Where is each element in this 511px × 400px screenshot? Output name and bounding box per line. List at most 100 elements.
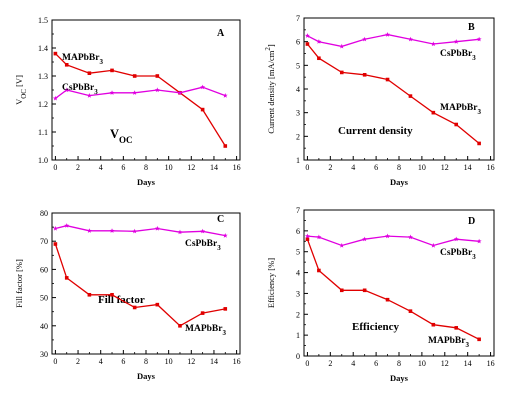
data-point	[385, 233, 390, 239]
series-line	[54, 53, 226, 147]
panel-title: VOC	[110, 127, 133, 145]
data-point	[476, 36, 482, 42]
x-tick-label: 16	[487, 359, 495, 368]
x-tick-label: 4	[351, 163, 355, 172]
y-tick-label: 1.5	[38, 16, 48, 25]
data-point	[109, 90, 115, 95]
series-cspbbr3: CsPbBr3	[52, 83, 228, 101]
data-point	[339, 43, 345, 49]
data-point	[64, 276, 69, 280]
data-point	[132, 228, 138, 234]
data-point	[316, 234, 322, 240]
panel-title: Current density	[338, 125, 413, 137]
plot-frame	[303, 17, 495, 161]
x-tick-label: 2	[76, 163, 80, 172]
data-point	[362, 36, 368, 42]
x-tick-label: 12	[441, 359, 449, 368]
data-point	[305, 233, 310, 239]
panel-letter: D	[468, 216, 475, 227]
x-axis-label: Days	[390, 177, 409, 187]
x-tick-label: 10	[418, 359, 426, 368]
data-point	[476, 238, 482, 244]
x-tick-label: 14	[210, 357, 218, 366]
series-label: MAPbBr3	[185, 324, 226, 337]
x-tick-label: 6	[374, 163, 378, 172]
data-point	[132, 90, 138, 95]
y-tick-label: 3	[296, 109, 300, 118]
data-point	[87, 292, 92, 297]
series-mapbbr3: MAPbBr3	[53, 242, 228, 337]
x-tick-label: 10	[165, 357, 173, 366]
x-tick-label: 4	[99, 357, 103, 366]
panel-letter: C	[217, 214, 224, 225]
data-point	[86, 93, 92, 98]
series-line	[55, 225, 226, 237]
series-line	[307, 235, 480, 247]
y-tick-label: 1	[296, 331, 300, 340]
data-point	[110, 68, 114, 73]
y-tick-label: 4	[296, 85, 300, 94]
y-tick-label: 1.2	[38, 100, 48, 109]
data-point	[362, 236, 368, 242]
series-label: MAPbBr3	[62, 53, 103, 66]
x-axis-label: Days	[137, 371, 156, 381]
y-tick-label: 70	[40, 237, 48, 246]
data-point	[177, 90, 183, 95]
series-mapbbr3: MAPbBr3	[305, 237, 481, 349]
data-point	[385, 297, 390, 302]
y-axis-label: Efficiency [%]	[266, 258, 276, 308]
series-label: MAPbBr3	[440, 103, 481, 116]
y-tick-label: 1.1	[38, 128, 48, 137]
x-tick-label: 6	[121, 163, 125, 172]
data-point	[223, 144, 228, 148]
y-axis-label: Fill factor [%]	[14, 259, 24, 308]
x-tick-label: 2	[328, 163, 332, 172]
x-tick-label: 0	[53, 163, 57, 172]
data-point	[200, 107, 205, 112]
data-point	[177, 229, 183, 235]
x-tick-label: 2	[328, 359, 332, 368]
series-cspbbr3: CsPbBr3	[305, 32, 482, 62]
series-label: MAPbBr3	[428, 336, 469, 349]
data-point	[477, 141, 481, 146]
series-label: CsPbBr3	[62, 83, 98, 96]
y-tick-label: 5	[296, 248, 300, 257]
series-label: CsPbBr3	[185, 239, 221, 252]
data-point	[87, 71, 92, 75]
data-point	[362, 73, 367, 77]
data-point	[154, 87, 160, 93]
x-tick-label: 14	[464, 359, 472, 368]
panel-title: Efficiency	[352, 321, 400, 333]
data-point	[408, 36, 413, 42]
data-point	[64, 63, 69, 67]
data-point	[477, 337, 481, 342]
data-point	[305, 33, 310, 38]
x-tick-label: 14	[464, 163, 472, 172]
data-point	[430, 242, 436, 248]
data-point	[155, 302, 160, 307]
data-point	[408, 234, 413, 240]
x-tick-label: 14	[210, 163, 218, 172]
y-tick-label: 80	[40, 209, 48, 218]
series-label: CsPbBr3	[440, 248, 476, 261]
y-axis-label: Current density [mA/cm2]	[264, 44, 276, 134]
y-tick-label: 2	[296, 310, 300, 319]
series-cspbbr3: CsPbBr3	[52, 223, 228, 252]
x-tick-label: 0	[305, 163, 309, 172]
data-point	[53, 242, 58, 246]
y-tick-label: 40	[40, 322, 48, 331]
y-tick-label: 6	[296, 38, 300, 47]
panel-c: 0 2 4 6 8 10 12 14 16 30 40 50 60 70 80 Days Fill factor…	[14, 209, 241, 381]
data-point	[155, 74, 160, 78]
data-point	[64, 87, 70, 93]
x-tick-label: 2	[76, 357, 80, 366]
y-tick-label: 3	[296, 289, 300, 298]
y-tick-label: 1.0	[38, 156, 48, 165]
data-point	[431, 110, 436, 115]
series-mapbbr3: MAPbBr3	[305, 42, 481, 146]
data-point	[154, 225, 160, 231]
data-point	[385, 32, 390, 37]
data-point	[408, 94, 413, 98]
data-point	[454, 122, 459, 127]
